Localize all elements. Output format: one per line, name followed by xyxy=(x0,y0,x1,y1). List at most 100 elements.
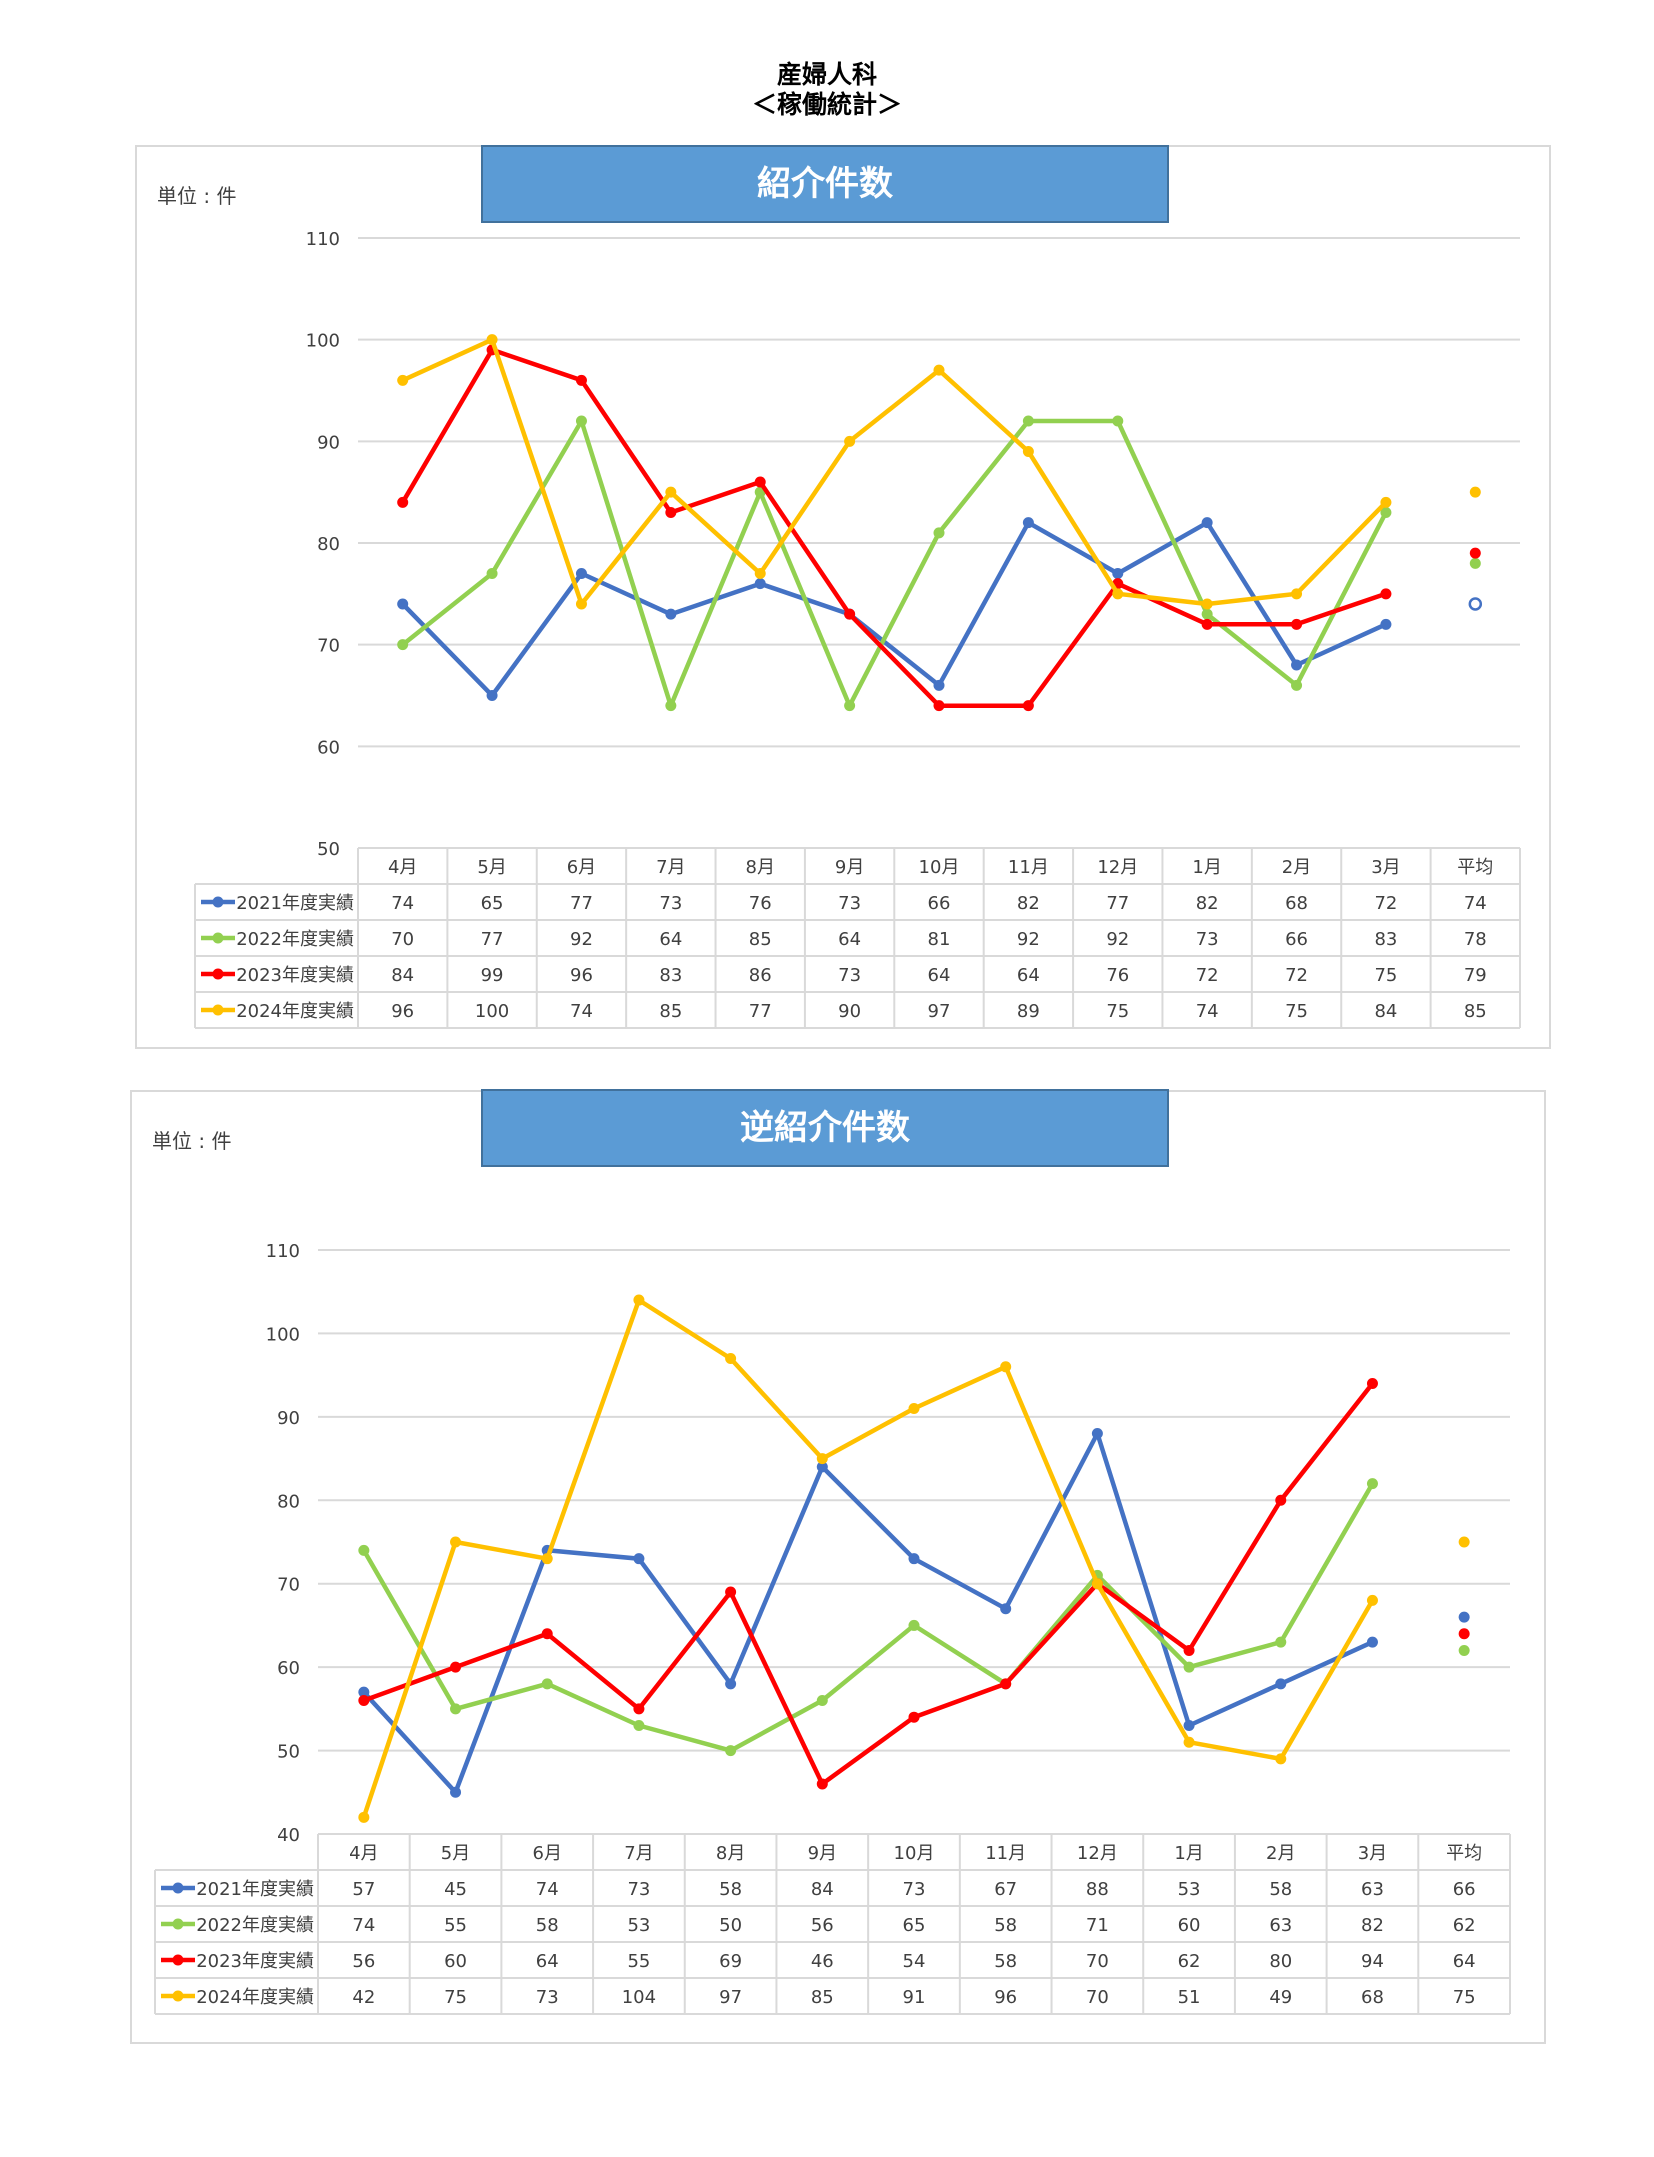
table-value: 72 xyxy=(1196,965,1219,986)
data-point xyxy=(933,679,945,691)
legend-label: 2022年度実績 xyxy=(236,929,354,950)
category-label: 4月 xyxy=(388,857,417,878)
table-value: 72 xyxy=(1374,893,1397,914)
data-point xyxy=(844,435,856,447)
data-point xyxy=(486,334,498,346)
data-point xyxy=(575,415,587,427)
referrals-unit-label: 単位 : 件 xyxy=(157,184,237,208)
category-label: 6月 xyxy=(567,857,596,878)
table-value: 82 xyxy=(1017,893,1040,914)
referrals-chart-title: 紹介件数 xyxy=(481,145,1169,223)
series-line-0 xyxy=(401,520,1387,698)
table-value: 74 xyxy=(1196,1001,1219,1022)
data-point xyxy=(933,364,945,376)
data-point xyxy=(486,568,498,579)
category-label: 8月 xyxy=(746,857,775,878)
reverse-referrals-unit-label: 単位 : 件 xyxy=(152,1129,232,1153)
data-point xyxy=(486,690,498,701)
data-point xyxy=(1380,618,1392,630)
data-point xyxy=(397,598,409,610)
category-label: 3月 xyxy=(1371,857,1400,878)
data-point xyxy=(1201,598,1213,610)
page-subtitle: ＜稼働統計＞ xyxy=(751,90,902,119)
table-value: 68 xyxy=(1285,893,1308,914)
table-value: 84 xyxy=(1374,1001,1397,1022)
series-line-3 xyxy=(401,337,1388,607)
data-point xyxy=(844,608,856,620)
y-tick-label: 110 xyxy=(306,229,340,250)
table-value: 73 xyxy=(1196,929,1219,950)
data-point xyxy=(665,608,677,620)
y-tick-label: 60 xyxy=(317,737,340,758)
category-label: 1月 xyxy=(1192,857,1221,878)
data-point xyxy=(933,527,945,539)
y-tick-label: 90 xyxy=(317,432,340,453)
table-value: 99 xyxy=(481,965,504,986)
category-label: 11月 xyxy=(1008,857,1049,878)
legend-label: 2024年度実績 xyxy=(236,1001,354,1022)
legend-label: 2023年度実績 xyxy=(236,965,354,986)
series-line-2 xyxy=(400,347,1387,708)
data-point xyxy=(1022,415,1034,427)
table-value: 66 xyxy=(1285,929,1308,950)
table-value: 100 xyxy=(475,1001,509,1022)
data-point xyxy=(575,374,587,386)
data-point xyxy=(1112,415,1124,427)
legend-key-marker xyxy=(212,896,224,908)
y-tick-label: 70 xyxy=(317,636,340,657)
data-point xyxy=(397,496,409,508)
table-value: 81 xyxy=(928,929,951,950)
table-value: 82 xyxy=(1196,893,1219,914)
table-value: 92 xyxy=(1106,929,1129,950)
category-label: 10月 xyxy=(919,857,960,878)
table-value: 96 xyxy=(391,1001,414,1022)
data-point xyxy=(1022,446,1034,457)
data-point xyxy=(754,476,766,488)
table-value: 84 xyxy=(391,965,414,986)
reverse-referrals-chart-title: 逆紹介件数 xyxy=(481,1089,1169,1167)
average-point xyxy=(1469,547,1481,559)
table-value: 77 xyxy=(570,893,593,914)
data-point xyxy=(1291,679,1303,691)
table-average-value: 74 xyxy=(1464,893,1487,914)
table-value: 85 xyxy=(659,1001,682,1022)
data-point xyxy=(1201,618,1213,630)
table-value: 74 xyxy=(570,1001,593,1022)
data-point xyxy=(1022,517,1034,529)
table-value: 64 xyxy=(838,929,861,950)
table-value: 72 xyxy=(1285,965,1308,986)
legend-label: 2021年度実績 xyxy=(236,893,354,914)
category-label: 12月 xyxy=(1097,857,1138,878)
table-average-value: 78 xyxy=(1464,929,1487,950)
table-value: 77 xyxy=(749,1001,772,1022)
category-label: 2月 xyxy=(1282,857,1311,878)
table-value: 89 xyxy=(1017,1001,1040,1022)
data-point xyxy=(1022,700,1034,712)
data-point xyxy=(1201,608,1213,620)
data-point xyxy=(1201,517,1213,529)
table-value: 83 xyxy=(1374,929,1397,950)
table-value: 65 xyxy=(481,893,504,914)
table-value: 77 xyxy=(1106,893,1129,914)
legend-key-marker xyxy=(212,1004,224,1016)
table-value: 97 xyxy=(928,1001,951,1022)
average-point xyxy=(1468,597,1483,611)
table-value: 83 xyxy=(659,965,682,986)
data-point xyxy=(1291,659,1303,671)
category-label: 5月 xyxy=(477,857,506,878)
data-point xyxy=(1112,568,1124,579)
table-value: 74 xyxy=(391,893,414,914)
legend-key-marker xyxy=(212,932,224,944)
table-value: 73 xyxy=(659,893,682,914)
referrals-chart-panel xyxy=(135,145,1551,1049)
data-point xyxy=(1291,588,1303,600)
data-point xyxy=(1380,588,1392,600)
table-value: 64 xyxy=(1017,965,1040,986)
category-label: 9月 xyxy=(835,857,864,878)
data-point xyxy=(844,700,856,712)
page-title: 産婦人科 xyxy=(776,60,877,89)
table-value: 77 xyxy=(481,929,504,950)
data-point xyxy=(575,568,587,579)
table-value: 73 xyxy=(838,965,861,986)
